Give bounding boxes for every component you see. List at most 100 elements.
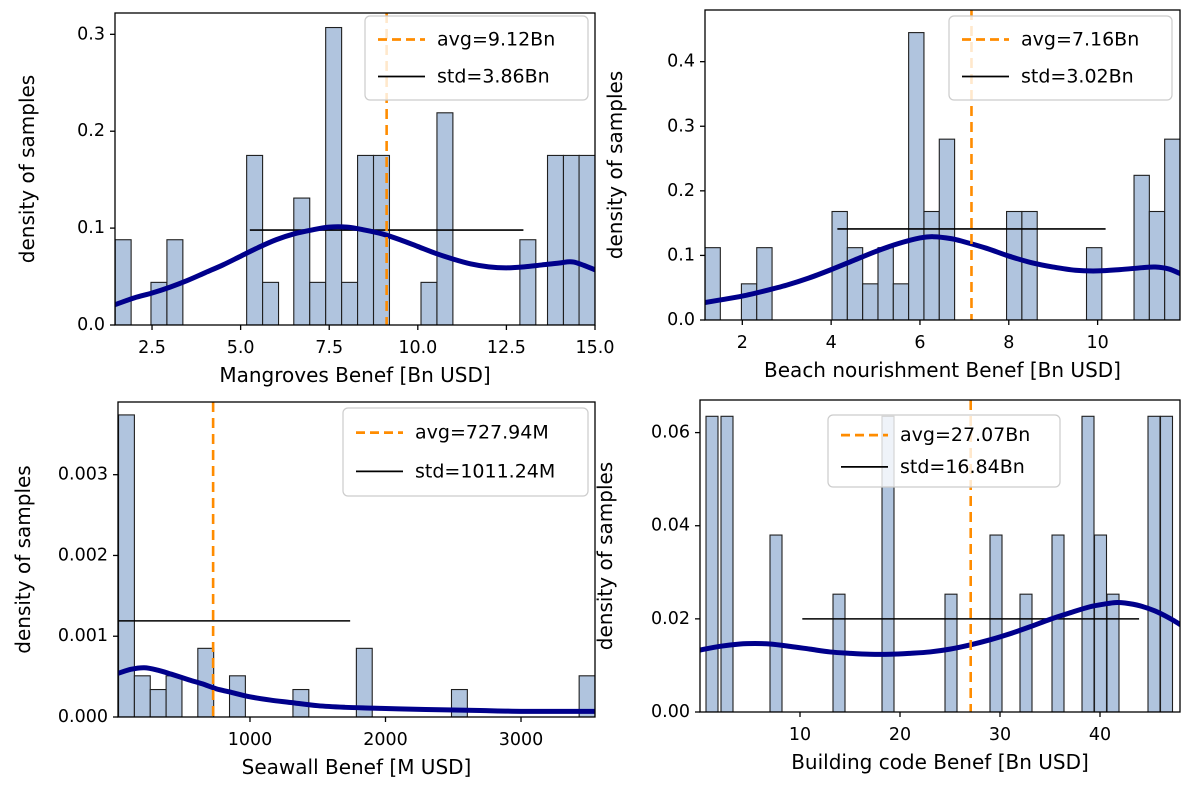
legend-box [342,407,589,497]
panel-beach-nourishment: 2 4 6 8 10 0.0 0.1 0.2 0.3 0.4 Beach nourishment B… [603,9,1181,382]
axes-spines [114,12,596,326]
histogram-bar [341,281,359,325]
legend-box [364,15,589,101]
histogram-bar [1159,415,1174,712]
plot-area-building-code [700,400,1180,712]
x-tick-label: 20 [889,725,911,745]
y-tick-label: 0.00 [651,702,690,722]
histogram-bar [740,283,758,320]
y-axis-label: density of samples [603,71,627,259]
x-axis-building-code: 10 20 30 40 [789,712,1111,745]
y-tick-label: 0.06 [651,423,690,443]
y-tick-label: 0.4 [667,52,695,72]
histogram-bars-building-code [705,415,1174,712]
histogram-bar [293,197,311,325]
legend-box [827,414,1061,488]
histogram-bar [1081,415,1095,712]
histogram-bar [133,675,151,717]
x-tick-label: 30 [989,725,1011,745]
histogram-bar [720,415,734,712]
y-tick-label: 0.2 [667,181,695,201]
y-tick-label: 0.000 [58,707,108,727]
x-tick-label: 15.0 [576,338,615,358]
x-axis-label: Mangroves Benef [Bn USD] [219,363,490,387]
axes-spines [699,399,1181,713]
plot-area-mangroves [115,13,595,325]
axes-spines [704,9,1181,321]
y-tick-label: 0.003 [58,465,108,485]
legend-mangroves: avg=9.12Bn std=3.86Bn [364,15,589,101]
histogram-bar [1106,593,1120,712]
y-tick-label: 0.0 [77,315,105,335]
histogram-bar [325,26,343,325]
y-tick-label: 0.3 [667,116,695,136]
x-tick-label: 5.0 [227,338,255,358]
x-tick-label: 10 [789,725,811,745]
y-tick-label: 0.1 [77,218,105,238]
x-tick-label: 2 [737,333,748,353]
y-tick-label: 0.1 [667,245,695,265]
y-tick-label: 0.001 [58,626,108,646]
x-tick-label: 2.5 [138,338,166,358]
x-axis-seawall: 1000 2000 3000 [228,717,543,750]
histogram-bar [436,112,454,325]
kde-curve [115,224,595,308]
panel-mangroves: 2.5 5.0 7.5 10.0 12.5 15.0 0.0 0.1 0.2 0.3 Mangrov… [15,12,614,387]
histogram-bar [877,247,894,320]
y-tick-label: 0.3 [77,24,105,44]
y-axis-label: density of samples [15,75,39,263]
y-tick-label: 0.04 [651,516,690,536]
y-tick-label: 0.02 [651,609,690,629]
y-axis-label: density of samples [11,465,35,653]
histogram-bar [578,154,595,325]
legend-building-code: avg=27.07Bn std=16.84Bn [827,414,1061,488]
legend-std-label: std=1011.24M [415,460,555,482]
x-tick-label: 2000 [363,730,408,750]
x-tick-label: 40 [1089,725,1111,745]
legend-beach-nourishment: avg=7.16Bn std=3.02Bn [948,15,1173,101]
legend-avg-label: avg=27.07Bn [900,424,1030,446]
x-tick-label: 7.5 [315,338,343,358]
histogram-bar [246,154,264,325]
panel-building-code: 10 20 30 40 0.00 0.02 0.04 0.06 Building code Be… [593,399,1181,774]
legend-std-label: std=3.02Bn [1021,65,1134,87]
histogram-bar [115,239,132,325]
y-axis-seawall: 0.000 0.001 0.002 0.003 [58,465,118,727]
histogram-bar [562,154,580,325]
histogram-bar [1147,415,1161,712]
kde-curve [700,599,1180,657]
legend-std-label: std=16.84Bn [900,456,1025,478]
histogram-bars-beach-nourishment [705,32,1180,320]
histogram-bar [519,239,537,325]
histogram-bar [923,210,940,320]
histogram-bar [450,688,468,717]
histogram-bar [165,675,183,717]
kde-curve [118,665,595,714]
histogram-bar [309,281,327,325]
y-axis-label: density of samples [593,462,617,650]
legend-avg-label: avg=9.12Bn [437,29,555,51]
histogram-bar [908,32,925,320]
histogram-bar [1133,174,1150,320]
legend-avg-label: avg=727.94M [415,422,549,444]
x-tick-label: 10.0 [398,338,437,358]
histogram-bar [262,281,280,325]
histogram-bar [420,281,438,325]
histogram-bar [1051,534,1065,712]
x-axis-beach-nourishment: 2 4 6 8 10 [737,320,1109,353]
y-axis-mangroves: 0.0 0.1 0.2 0.3 [77,24,115,335]
histogram-bar [1085,247,1103,320]
y-tick-label: 0.0 [667,310,695,330]
plot-area-beach-nourishment [705,10,1180,320]
legend-box [948,15,1173,101]
histogram-bar [944,593,958,712]
x-tick-label: 8 [1003,333,1014,353]
x-axis-label: Building code Benef [Bn USD] [791,750,1089,774]
x-axis-label: Beach nourishment Benef [Bn USD] [764,358,1121,382]
x-axis-mangroves: 2.5 5.0 7.5 10.0 12.5 15.0 [138,325,614,358]
x-tick-label: 6 [914,333,925,353]
y-axis-beach-nourishment: 0.0 0.1 0.2 0.3 0.4 [667,52,705,330]
x-axis-label: Seawall Benef [M USD] [242,755,472,779]
histogram-bar [1006,210,1023,320]
